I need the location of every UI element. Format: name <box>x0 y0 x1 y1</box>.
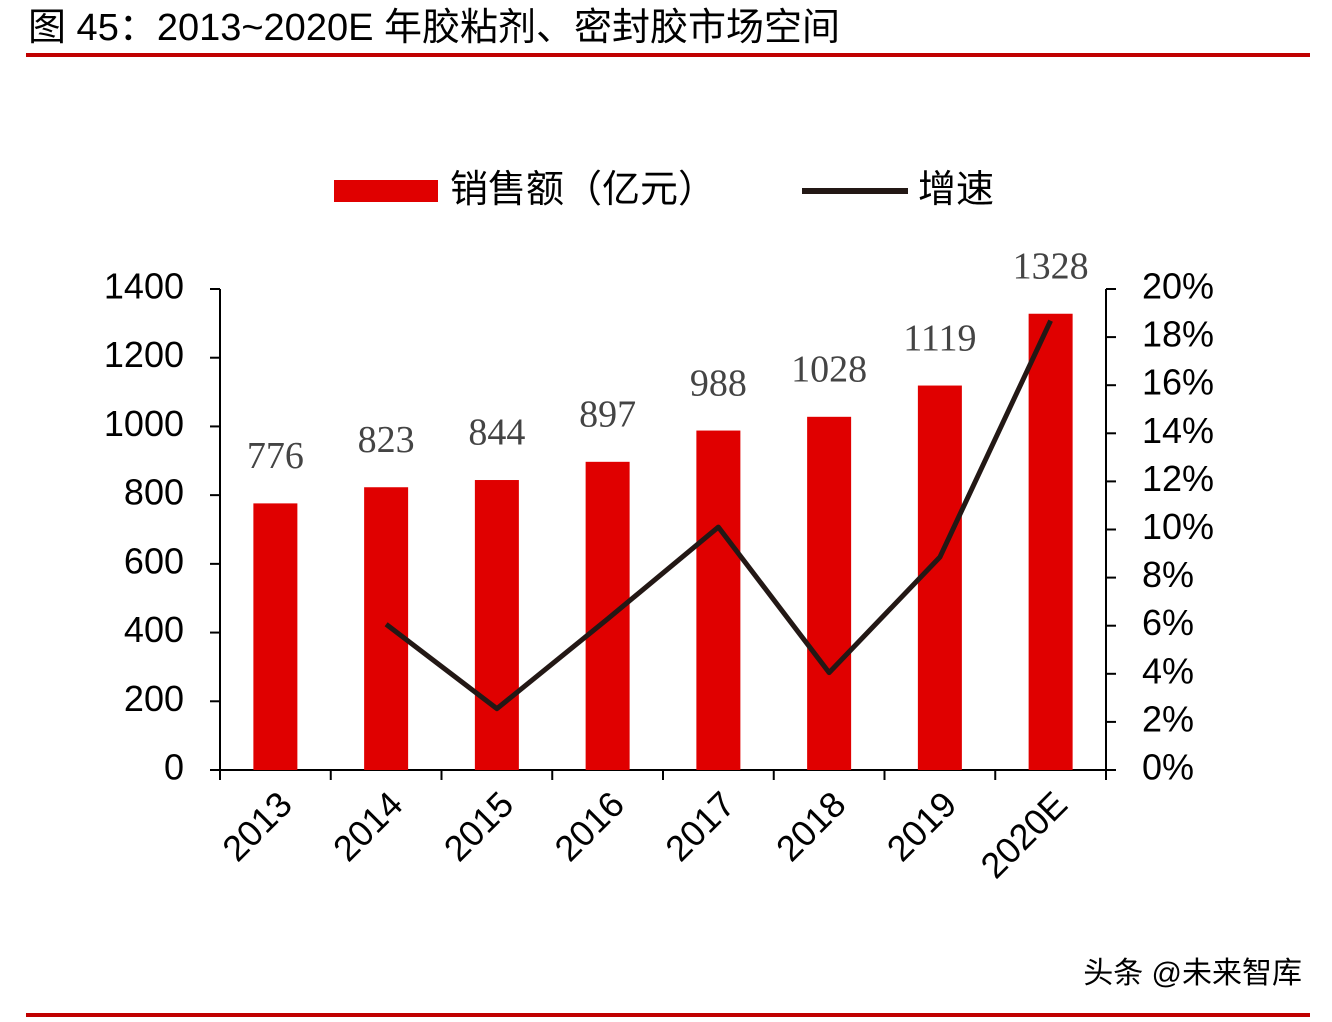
value-label: 1119 <box>903 317 976 359</box>
y2-tick-label: 20% <box>1142 266 1214 307</box>
y2-tick-label: 10% <box>1142 506 1214 547</box>
bar <box>807 416 852 770</box>
line <box>384 319 1053 712</box>
value-label: 1328 <box>1013 245 1089 287</box>
x-tick-label: 2017 <box>657 783 743 869</box>
x-tick-label: 2013 <box>214 783 300 869</box>
y2-tick-label: 18% <box>1142 314 1214 355</box>
value-label: 776 <box>247 435 304 477</box>
y-tick-label: 800 <box>124 472 184 513</box>
y2-tick-label: 8% <box>1142 554 1194 595</box>
y-tick-label: 200 <box>124 678 184 719</box>
bar <box>364 487 409 770</box>
y2-tick-label: 16% <box>1142 362 1214 403</box>
y-tick-label: 400 <box>124 609 184 650</box>
y2-tick-label: 6% <box>1142 602 1194 643</box>
y-tick-label: 1200 <box>104 334 184 375</box>
bar <box>1028 313 1073 770</box>
y-tick-label: 1400 <box>104 266 184 307</box>
value-label: 823 <box>358 419 415 461</box>
x-tick-label: 2016 <box>546 783 632 869</box>
source: 头条 @未来智库 <box>1083 957 1302 990</box>
value-label: 988 <box>690 362 747 404</box>
x-tick-label: 2018 <box>768 783 854 869</box>
value-label: 844 <box>468 412 525 454</box>
y2-tick-label: 2% <box>1142 698 1194 739</box>
y-tick-label: 0 <box>164 747 184 788</box>
y-tick-label: 1000 <box>104 403 184 444</box>
legend-swatch <box>334 180 438 202</box>
x-tick-label: 2020E <box>972 783 1075 886</box>
y2-tick-label: 0% <box>1142 747 1194 788</box>
y2-tick-label: 12% <box>1142 458 1214 499</box>
chart-title: 图 45：2013~2020E 年胶粘剂、密封胶市场空间 <box>28 7 840 49</box>
legend-label: 销售额（亿元） <box>450 169 716 211</box>
y2-tick-label: 4% <box>1142 650 1194 691</box>
value-label: 1028 <box>791 349 867 391</box>
y2-tick-label: 14% <box>1142 410 1214 451</box>
x-tick-label: 2014 <box>325 783 411 869</box>
bar <box>253 503 298 770</box>
x-tick-label: 2015 <box>436 783 522 869</box>
value-label: 897 <box>579 394 636 436</box>
y-tick-label: 600 <box>124 540 184 581</box>
bar <box>696 430 741 770</box>
bar <box>474 480 519 770</box>
legend-label: 增速 <box>918 169 994 211</box>
x-tick-label: 2019 <box>879 783 965 869</box>
bar <box>917 385 962 770</box>
